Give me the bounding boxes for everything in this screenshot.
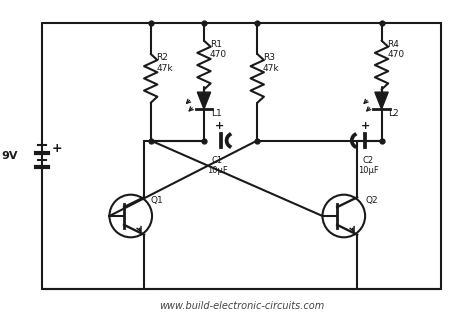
Text: +: + (361, 121, 370, 131)
Polygon shape (375, 92, 388, 109)
Text: 9V: 9V (1, 151, 18, 161)
Text: R2
47k: R2 47k (156, 53, 173, 73)
Text: +: + (52, 141, 63, 155)
Text: C1
10μF: C1 10μF (207, 156, 228, 175)
Text: R4
470: R4 470 (387, 40, 404, 59)
Text: L1: L1 (210, 109, 221, 117)
Text: Q2: Q2 (365, 196, 378, 205)
Text: Q1: Q1 (151, 196, 164, 205)
Text: L2: L2 (388, 109, 399, 117)
Text: R1
470: R1 470 (210, 40, 227, 59)
Text: R3
47k: R3 47k (263, 53, 280, 73)
Text: www.build-electronic-circuits.com: www.build-electronic-circuits.com (159, 301, 324, 311)
Text: C2
10μF: C2 10μF (358, 156, 379, 175)
Polygon shape (197, 92, 210, 109)
Text: +: + (215, 121, 225, 131)
